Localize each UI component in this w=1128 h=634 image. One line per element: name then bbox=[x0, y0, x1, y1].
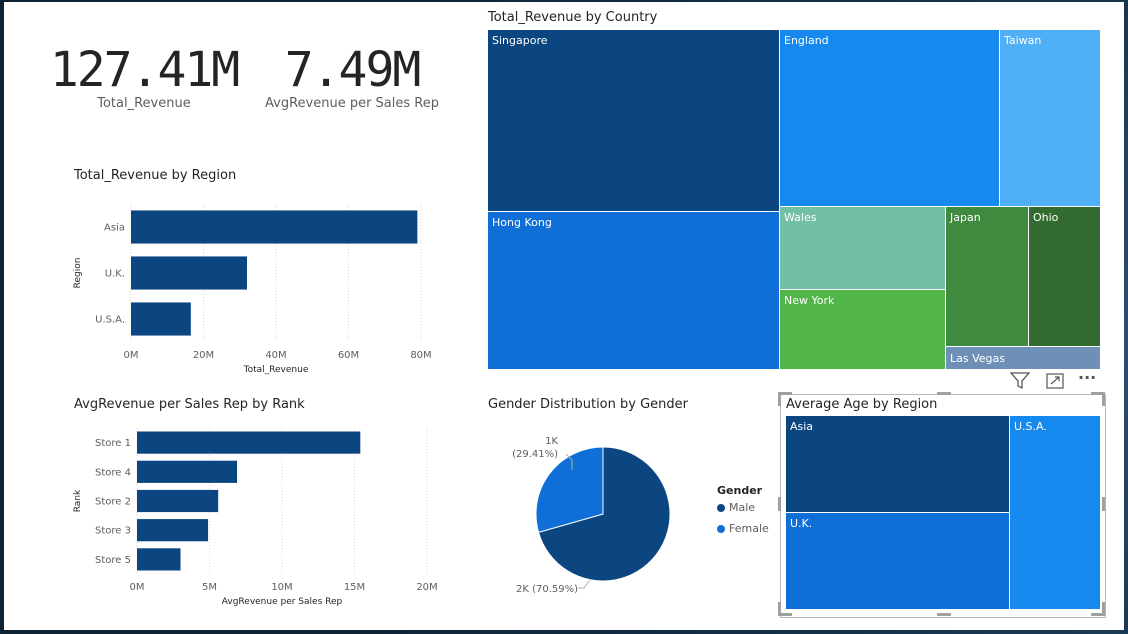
x-tick-label: 0M bbox=[124, 350, 139, 361]
x-tick-label: 40M bbox=[265, 350, 286, 361]
legend-label: Female bbox=[729, 522, 769, 535]
bar bbox=[137, 461, 237, 483]
treemap-cell-asia[interactable]: Asia bbox=[785, 415, 1010, 513]
legend-item-male[interactable]: Male bbox=[717, 501, 769, 514]
bar bbox=[137, 490, 218, 512]
x-axis-label: Total_Revenue bbox=[243, 365, 309, 375]
resize-handle[interactable] bbox=[778, 392, 781, 406]
x-tick-label: 20M bbox=[416, 582, 437, 593]
focus-mode-icon[interactable] bbox=[1046, 373, 1064, 389]
treemap-cell-ohio[interactable]: Ohio bbox=[1028, 206, 1101, 347]
age-treemap-title: Average Age by Region bbox=[786, 397, 937, 412]
x-tick-label: 15M bbox=[344, 582, 365, 593]
country-treemap-title: Total_Revenue by Country bbox=[488, 10, 657, 25]
treemap-cell-taiwan[interactable]: Taiwan bbox=[999, 29, 1101, 207]
treemap-cell-uk[interactable]: U.K. bbox=[785, 512, 1010, 610]
resize-handle[interactable] bbox=[1102, 497, 1105, 511]
pie-data-label-count: 1K bbox=[545, 436, 558, 447]
report-canvas: 127.41M Total_Revenue 7.49M AvgRevenue p… bbox=[4, 2, 1124, 630]
age-treemap[interactable]: Asia U.S.A. U.K. bbox=[785, 415, 1101, 610]
visual-header-toolbar: ··· bbox=[1006, 368, 1106, 392]
treemap-cell-new-york[interactable]: New York bbox=[779, 289, 946, 370]
filter-icon[interactable] bbox=[1010, 372, 1030, 390]
kpi-label: Total_Revenue bbox=[44, 96, 244, 111]
bar bbox=[137, 548, 181, 570]
legend-item-female[interactable]: Female bbox=[717, 522, 769, 535]
kpi-value: 7.49M bbox=[262, 42, 442, 98]
y-tick-label: U.K. bbox=[105, 269, 125, 280]
kpi-value: 127.41M bbox=[44, 42, 244, 98]
kpi-avg-revenue[interactable]: 7.49M AvgRevenue per Sales Rep bbox=[262, 42, 442, 122]
legend-label: Male bbox=[729, 501, 755, 514]
bar bbox=[131, 210, 417, 243]
bar bbox=[137, 432, 360, 454]
treemap-cell-label: Asia bbox=[790, 420, 813, 433]
y-axis-label: Rank bbox=[73, 489, 83, 512]
treemap-cell-england[interactable]: England bbox=[779, 29, 1000, 207]
treemap-cell-las-vegas[interactable]: Las Vegas bbox=[945, 346, 1101, 370]
pie-data-label: 2K (70.59%) bbox=[516, 584, 578, 595]
y-tick-label: Store 4 bbox=[95, 467, 131, 478]
treemap-cell-label: U.S.A. bbox=[1014, 420, 1047, 433]
treemap-cell-japan[interactable]: Japan bbox=[945, 206, 1029, 347]
treemap-cell-label: U.K. bbox=[790, 517, 812, 530]
resize-handle[interactable] bbox=[1102, 602, 1105, 616]
gender-pie-chart[interactable]: 2K (70.59%) 1K (29.41%) bbox=[494, 422, 704, 602]
pie-data-label-pct: (29.41%) bbox=[512, 449, 558, 460]
rank-chart-title: AvgRevenue per Sales Rep by Rank bbox=[74, 397, 305, 412]
treemap-cell-label: Hong Kong bbox=[492, 216, 552, 229]
kpi-label: AvgRevenue per Sales Rep bbox=[262, 96, 442, 111]
treemap-cell-label: New York bbox=[784, 294, 834, 307]
country-treemap[interactable]: Singapore England Taiwan Hong Kong Wales… bbox=[487, 29, 1101, 370]
resize-handle[interactable] bbox=[937, 613, 951, 616]
treemap-cell-hong-kong[interactable]: Hong Kong bbox=[487, 211, 780, 370]
gender-pie-title: Gender Distribution by Gender bbox=[488, 397, 688, 412]
legend-dot-male bbox=[717, 504, 725, 512]
leader-line bbox=[578, 580, 590, 588]
resize-handle[interactable] bbox=[937, 392, 951, 395]
treemap-cell-label: Wales bbox=[784, 211, 816, 224]
treemap-cell-label: Las Vegas bbox=[950, 352, 1005, 365]
more-options-button[interactable]: ··· bbox=[1078, 368, 1096, 387]
treemap-cell-singapore[interactable]: Singapore bbox=[487, 29, 780, 212]
legend-dot-female bbox=[717, 525, 725, 533]
treemap-cell-usa[interactable]: U.S.A. bbox=[1009, 415, 1101, 610]
legend-title: Gender bbox=[717, 484, 769, 497]
x-tick-label: 60M bbox=[338, 350, 359, 361]
x-tick-label: 10M bbox=[271, 582, 292, 593]
bar bbox=[131, 302, 191, 335]
region-bar-chart[interactable]: 0M 20M 40M 60M 80M Asia U.K. U.S.A. Total_Revenu… bbox=[64, 192, 444, 392]
region-chart-title: Total_Revenue by Region bbox=[74, 168, 236, 183]
y-tick-label: Asia bbox=[104, 223, 125, 234]
treemap-cell-label: England bbox=[784, 34, 829, 47]
y-axis-label: Region bbox=[73, 258, 83, 289]
resize-handle[interactable] bbox=[1102, 392, 1105, 406]
y-tick-label: Store 2 bbox=[95, 497, 131, 508]
x-tick-label: 5M bbox=[202, 582, 217, 593]
bar bbox=[131, 256, 247, 289]
y-tick-label: U.S.A. bbox=[95, 315, 125, 326]
treemap-cell-label: Singapore bbox=[492, 34, 548, 47]
resize-handle[interactable] bbox=[778, 602, 781, 616]
y-tick-label: Store 5 bbox=[95, 555, 131, 566]
rank-bar-chart[interactable]: 0M 5M 10M 15M 20M Store 1 Store 4 Store 2 Store … bbox=[64, 422, 444, 622]
treemap-cell-label: Taiwan bbox=[1004, 34, 1041, 47]
treemap-cell-wales[interactable]: Wales bbox=[779, 206, 946, 290]
x-tick-label: 20M bbox=[193, 350, 214, 361]
gender-legend: Gender Male Female bbox=[717, 484, 769, 535]
treemap-cell-label: Japan bbox=[950, 211, 981, 224]
y-tick-label: Store 3 bbox=[95, 526, 131, 537]
bar bbox=[137, 519, 208, 541]
y-tick-label: Store 1 bbox=[95, 438, 131, 449]
x-tick-label: 80M bbox=[410, 350, 431, 361]
kpi-total-revenue[interactable]: 127.41M Total_Revenue bbox=[44, 42, 244, 122]
resize-handle[interactable] bbox=[778, 497, 781, 511]
treemap-cell-label: Ohio bbox=[1033, 211, 1058, 224]
x-axis-label: AvgRevenue per Sales Rep bbox=[222, 597, 343, 607]
x-tick-label: 0M bbox=[130, 582, 145, 593]
